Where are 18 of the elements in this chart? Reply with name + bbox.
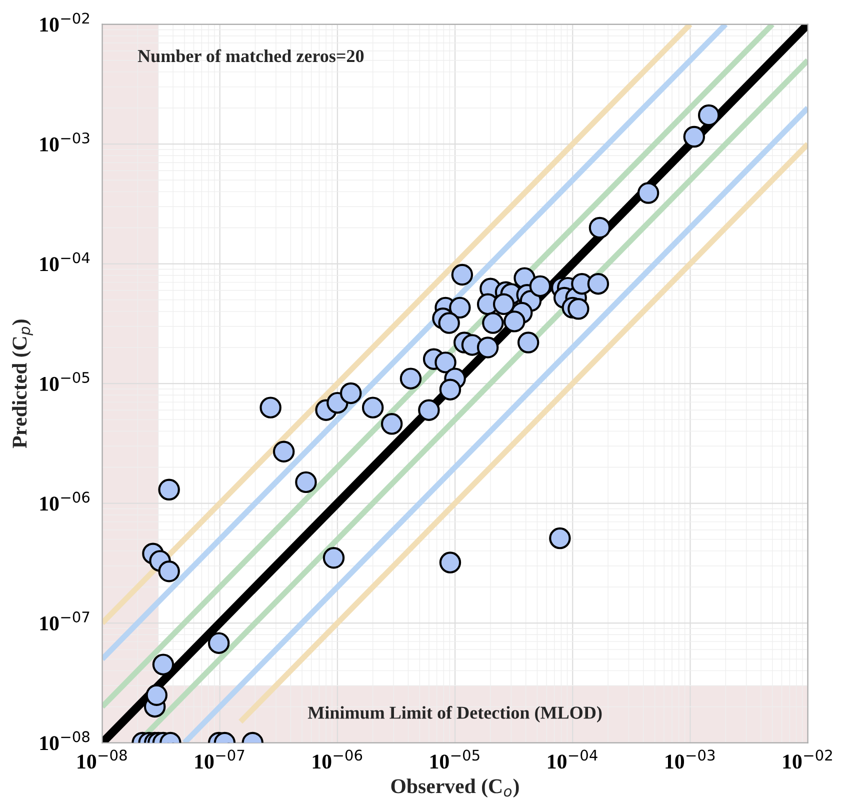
- y-tick-label: 10$^{−04}$: [40, 252, 90, 272]
- x-tick-label: 10$^{−04}$: [548, 750, 598, 769]
- x-tick-label: 10$^{−05}$: [430, 750, 480, 769]
- x-tick-label: 10$^{−02}$: [783, 750, 832, 769]
- y-tick-label: 10$^{−06}$: [40, 492, 90, 511]
- annotation: Number of matched zeros=20: [138, 49, 364, 62]
- y-tick-label: 10$^{−02}$: [40, 12, 89, 32]
- x-tick-label: 10$^{−07}$: [195, 750, 244, 769]
- x-axis-title: Observed (C$_{o}$): [391, 778, 519, 798]
- x-tick-label: 10$^{−08}$: [78, 750, 127, 769]
- band-label: Minimum Limit of Detection (MLOD): [308, 706, 602, 722]
- y-tick-label: 10$^{−08}$: [40, 731, 90, 750]
- y-tick-label: 10$^{−05}$: [40, 372, 90, 391]
- x-tick-label: 10$^{−06}$: [312, 750, 362, 769]
- x-tick-label: 10$^{−03}$: [666, 750, 715, 769]
- y-tick-label: 10$^{−07}$: [40, 611, 90, 630]
- y-tick-label: 10$^{−03}$: [40, 132, 90, 152]
- y-axis-title: Predicted (C$_{p}$): [12, 320, 33, 448]
